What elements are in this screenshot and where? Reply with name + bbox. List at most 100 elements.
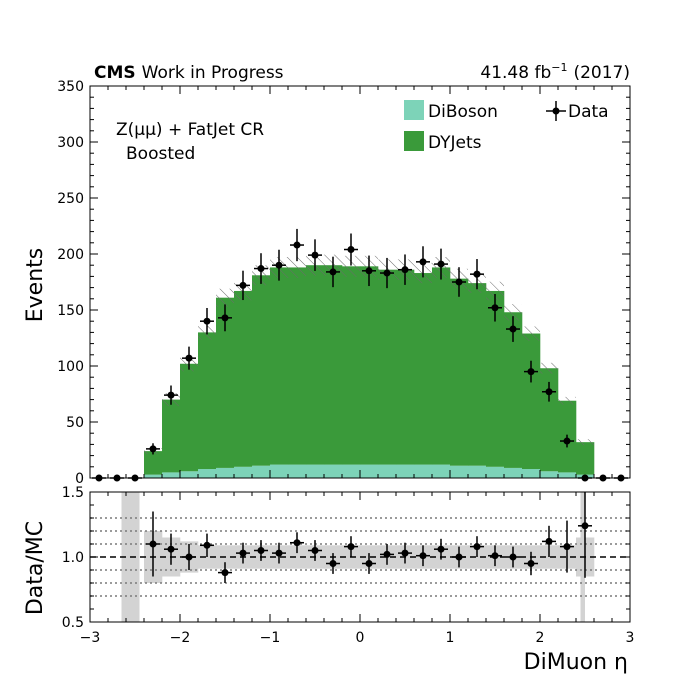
ratio-point <box>473 543 481 551</box>
dyjets-bar <box>414 273 433 465</box>
legend: DiBoson DYJets Data <box>404 100 609 153</box>
data-point <box>545 388 553 396</box>
data-point <box>347 246 355 254</box>
stack-layer <box>144 265 595 478</box>
main-ytick-label: 200 <box>57 247 84 263</box>
dyjets-bar <box>432 267 451 465</box>
dyjets-bar <box>234 290 253 467</box>
diboson-bar <box>198 469 217 478</box>
x-tick-label: 0 <box>356 630 365 646</box>
main-ytick-label: 0 <box>75 471 84 487</box>
diboson-bar <box>504 467 523 478</box>
ratio-ytick-label: 1.0 <box>62 550 84 566</box>
ratio-point <box>527 560 535 567</box>
ratio-point <box>419 552 427 560</box>
data-point <box>563 437 571 445</box>
diboson-bar <box>486 466 505 478</box>
ratio-point <box>239 549 247 557</box>
data-point <box>437 260 445 268</box>
dyjets-bar <box>468 283 487 466</box>
header-right: 41.48 fb−1 (2017) <box>480 61 630 83</box>
diboson-bar <box>558 472 577 478</box>
dyjets-bar <box>162 399 181 473</box>
data-point <box>311 251 319 259</box>
dyjets-bar <box>540 368 559 472</box>
data-point <box>473 270 481 278</box>
legend-swatch-diboson <box>404 100 424 120</box>
ratio-point <box>329 560 337 567</box>
diboson-bar <box>252 465 271 478</box>
diboson-bar <box>522 469 541 478</box>
region-line1: Z(μμ) + FatJet CR <box>116 120 264 140</box>
dyjets-bar <box>252 275 271 466</box>
ratio-point <box>311 547 319 554</box>
data-point <box>419 258 427 266</box>
data-point <box>329 268 337 276</box>
diboson-bar <box>360 464 379 478</box>
dyjets-bar <box>450 278 469 466</box>
diboson-bar <box>270 464 289 478</box>
data-point <box>257 265 265 273</box>
ratio-point <box>293 539 301 547</box>
lumi-value: 41.48 fb <box>480 63 551 83</box>
dyjets-bar <box>216 297 235 468</box>
dyjets-bar <box>360 266 379 465</box>
ratio-point <box>509 553 517 561</box>
ratio-ref-layer <box>90 517 630 597</box>
data-point <box>365 267 373 275</box>
ratio-point <box>401 549 409 557</box>
data-point <box>509 325 517 333</box>
mc-unc-hatch <box>342 255 360 277</box>
diboson-bar <box>288 464 307 478</box>
x-tick-label: 3 <box>626 630 635 646</box>
main-ytick-label: 50 <box>66 415 84 431</box>
experiment-label: CMS <box>94 63 136 83</box>
diboson-bar <box>162 472 181 478</box>
ratio-point <box>167 545 175 553</box>
ratio-data-layer <box>146 492 592 583</box>
ratio-plot: −3 −2 −1 0 1 2 3 0.5 1.0 1.5 <box>62 485 635 646</box>
dyjets-bar <box>306 265 325 465</box>
ratio-point <box>437 545 445 553</box>
diboson-bar <box>414 464 433 478</box>
data-point <box>275 261 283 269</box>
ratio-ytick-label: 1.5 <box>62 485 84 501</box>
mc-unc-hatch <box>576 439 594 446</box>
region-line2: Boosted <box>126 144 195 164</box>
x-tick-label: 1 <box>446 630 455 646</box>
mc-unc-hatch <box>486 281 504 301</box>
dyjets-bar <box>180 363 199 472</box>
dyjets-bar <box>486 290 505 467</box>
mc-unc-hatch <box>522 326 540 341</box>
diboson-bar <box>450 465 469 478</box>
main-ytick-label: 250 <box>57 191 84 207</box>
data-point <box>185 354 193 362</box>
dyjets-bar <box>342 266 361 465</box>
mc-unc-hatch <box>288 257 306 278</box>
mc-unc-hatch <box>558 396 576 405</box>
x-axis-title: DiMuon η <box>524 650 628 675</box>
main-ytick-label: 150 <box>57 303 84 319</box>
diboson-bar <box>216 467 235 478</box>
legend-label-data: Data <box>568 102 609 122</box>
diboson-bar <box>180 471 199 478</box>
x-tick-label: −3 <box>80 630 101 646</box>
main-ytick-label: 100 <box>57 359 84 375</box>
ratio-unc-band <box>288 545 307 569</box>
dyjets-bar <box>144 451 163 475</box>
data-point <box>383 269 391 277</box>
diboson-bar <box>432 464 451 478</box>
data-point <box>221 314 229 322</box>
ratio-point <box>365 560 373 567</box>
ratio-point <box>455 553 463 561</box>
ratio-point <box>203 541 211 549</box>
dyjets-bar <box>324 265 343 465</box>
ratio-point <box>563 543 571 551</box>
ratio-point <box>221 569 229 577</box>
dyjets-bar <box>288 267 307 465</box>
mc-unc-hatch <box>216 288 234 307</box>
ratio-point <box>491 552 499 560</box>
diboson-bar <box>144 474 163 478</box>
x-tick-label: −2 <box>170 630 191 646</box>
y-axis-title-ratio: Data/MC <box>23 521 48 615</box>
